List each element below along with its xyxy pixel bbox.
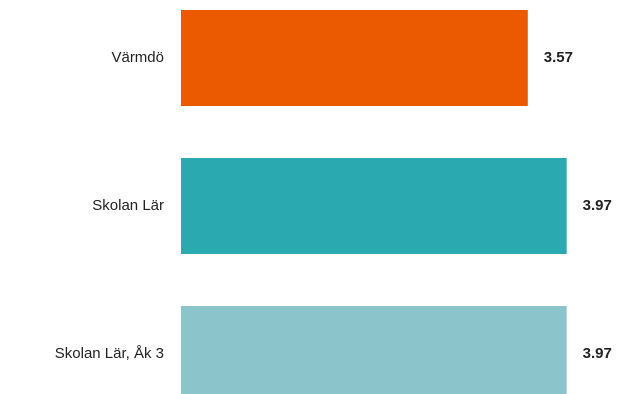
category-labels-group: Värmdö Skolan Lär Skolan Lär, Åk 3 xyxy=(55,49,164,362)
category-label-3: Skolan Lär, Åk 3 xyxy=(55,345,164,362)
value-label-3: 3.97 xyxy=(583,345,612,362)
category-label-1: Värmdö xyxy=(111,49,164,66)
value-labels-group: 3.57 3.97 3.97 xyxy=(544,49,612,362)
value-label-2: 3.97 xyxy=(583,197,612,214)
bar-2 xyxy=(181,158,567,254)
bar-1 xyxy=(181,10,528,106)
value-label-1: 3.57 xyxy=(544,49,573,66)
bar-3 xyxy=(181,306,567,394)
bars-group xyxy=(181,10,567,394)
category-label-2: Skolan Lär xyxy=(92,197,164,214)
